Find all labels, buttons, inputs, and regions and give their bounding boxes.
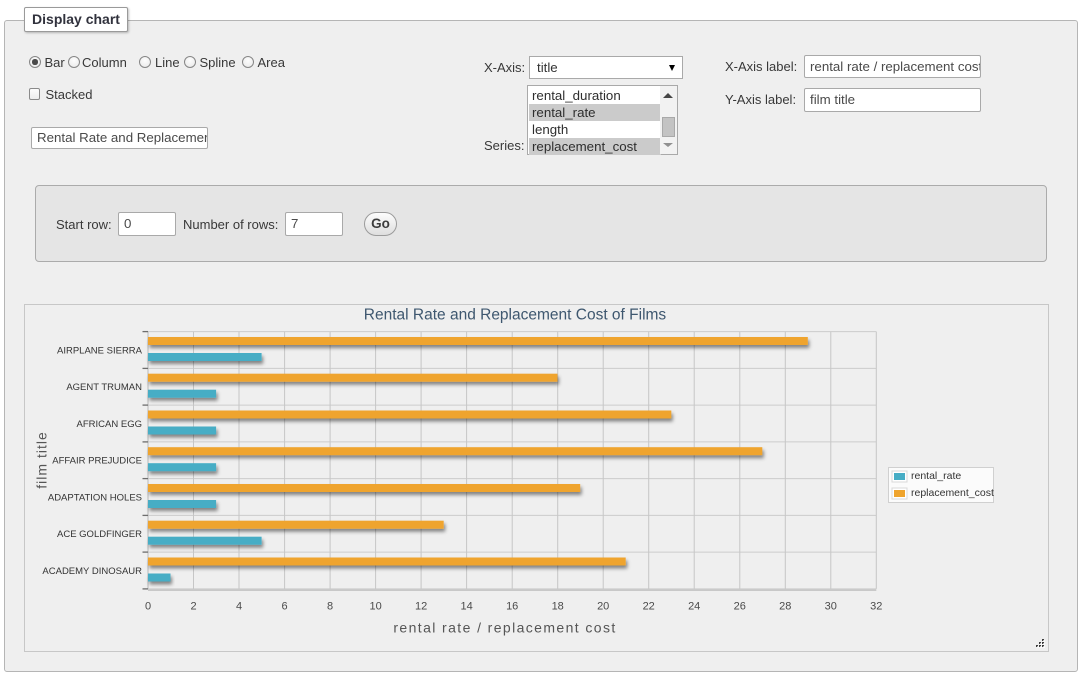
svg-text:26: 26 [734,600,746,612]
svg-text:AIRPLANE SIERRA: AIRPLANE SIERRA [57,345,143,356]
svg-text:22: 22 [643,600,655,612]
svg-text:10: 10 [369,600,381,612]
svg-text:AGENT TRUMAN: AGENT TRUMAN [66,382,142,393]
svg-text:18: 18 [552,600,564,612]
svg-text:2: 2 [190,600,196,612]
svg-text:film title: film title [34,431,50,488]
svg-text:12: 12 [415,600,427,612]
svg-text:4: 4 [236,600,242,612]
svg-text:6: 6 [282,600,288,612]
svg-text:ACADEMY DINOSAUR: ACADEMY DINOSAUR [42,566,142,577]
svg-text:ADAPTATION HOLES: ADAPTATION HOLES [48,492,142,503]
svg-text:28: 28 [779,600,791,612]
svg-text:32: 32 [870,600,882,612]
svg-text:rental rate / replacement cost: rental rate / replacement cost [393,620,616,636]
svg-text:24: 24 [688,600,700,612]
svg-text:30: 30 [825,600,837,612]
svg-text:16: 16 [506,600,518,612]
svg-text:ACE GOLDFINGER: ACE GOLDFINGER [57,529,142,540]
svg-text:AFRICAN EGG: AFRICAN EGG [77,419,142,430]
svg-text:20: 20 [597,600,609,612]
svg-text:replacement_cost: replacement_cost [911,487,994,499]
svg-text:rental_rate: rental_rate [911,470,961,482]
svg-text:0: 0 [145,600,151,612]
svg-text:AFFAIR PREJUDICE: AFFAIR PREJUDICE [52,456,142,467]
svg-text:14: 14 [460,600,472,612]
svg-text:8: 8 [327,600,333,612]
svg-text:Rental Rate and Replacement Co: Rental Rate and Replacement Cost of Film… [364,307,667,324]
